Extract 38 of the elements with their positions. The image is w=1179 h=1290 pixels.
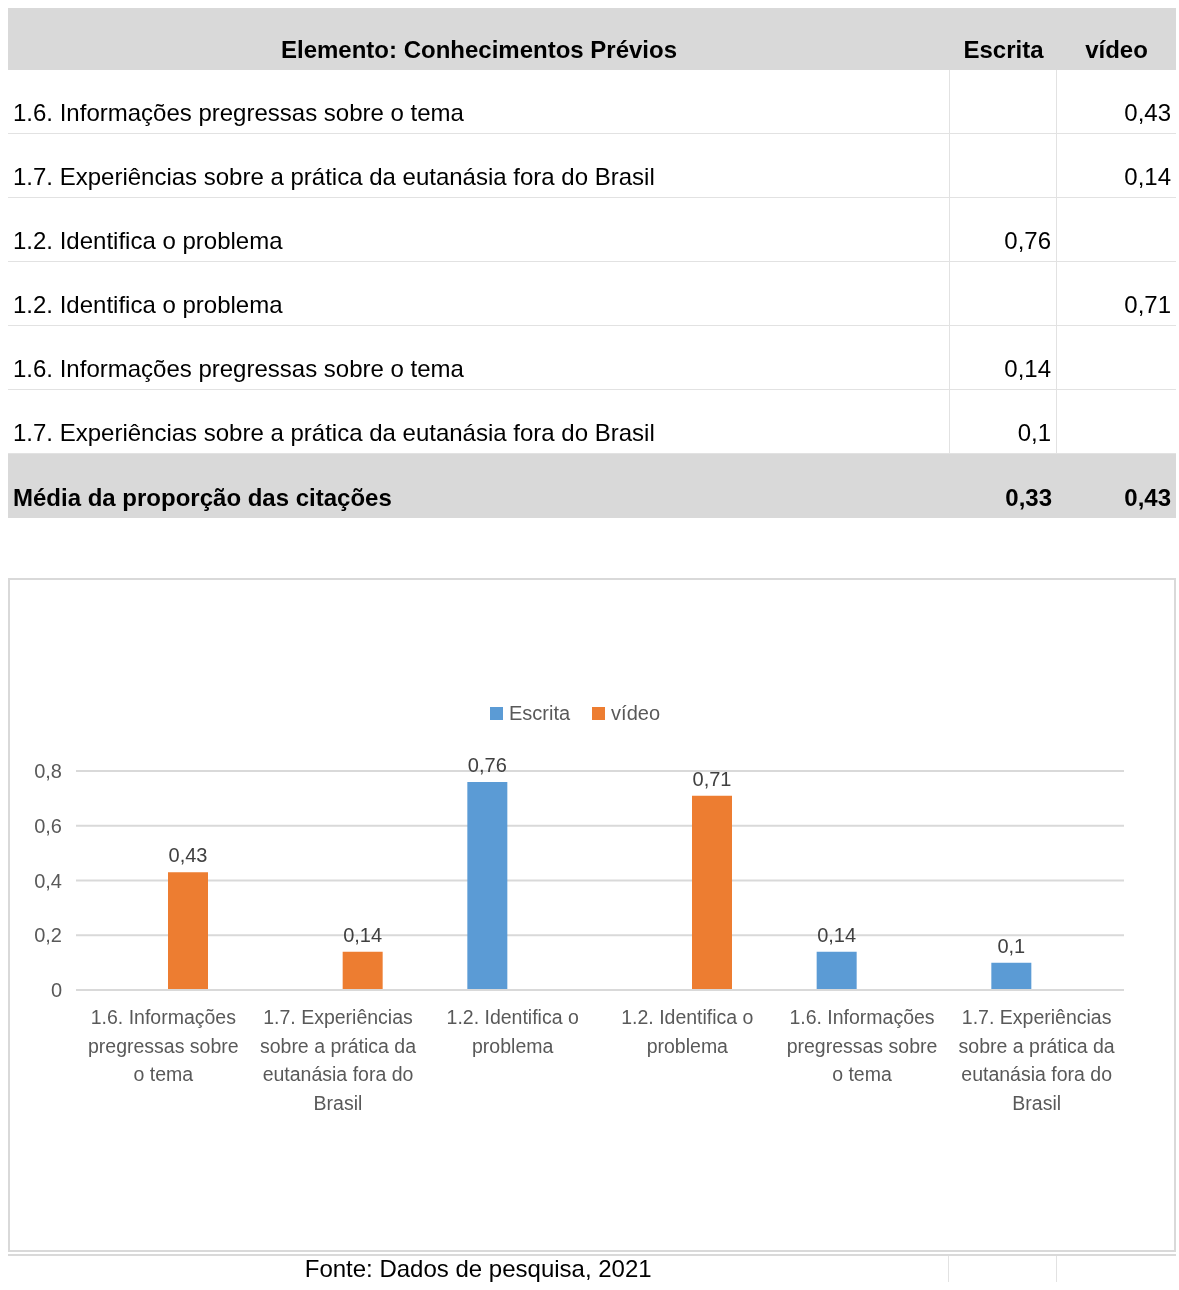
text: 0,71 (1124, 291, 1171, 318)
category-label: 1.6. Informações pregressas sobre o tema (13, 355, 464, 382)
x-tick-label: 1.2. Identifica o problema (621, 1006, 754, 1057)
x-tick-label: 1.6. Informações pregressas sobre o tema (786, 1006, 938, 1085)
x-tick-label: 1.7. Experiências sobre a prática da eutanásia fora do Brasil (259, 1006, 417, 1114)
source-note: Fonte: Dados de pesquisa, 2021 (8, 1255, 950, 1282)
text: 0,14 (1004, 355, 1051, 382)
y-tick-label: 0 (50, 979, 62, 1002)
category-label: 1.7. Experiências sobre a prática da eutanásia fora do Brasil (13, 163, 655, 190)
legend-label: vídeo (611, 702, 661, 725)
y-tick-label: 0,4 (34, 869, 62, 892)
y-tick-label: 0,2 (34, 924, 62, 947)
y-tick-label: 0,6 (34, 814, 62, 837)
text: 0,14 (1124, 163, 1171, 190)
text: 0,43 (1124, 99, 1171, 126)
text: Média da proporção das citações (12, 483, 393, 513)
category-label: 1.2. Identifica o problema (13, 291, 283, 318)
data-label: 0,14 (817, 923, 857, 946)
data-label: 0,76 (467, 753, 507, 776)
text: vídeo (1085, 36, 1148, 63)
x-tick-label: 1.7. Experiências sobre a prática da eutanásia fora do Brasil (958, 1006, 1115, 1114)
x-tick-label: 1.2. Identifica o problema (446, 1006, 579, 1057)
data-label: 0,14 (343, 923, 383, 946)
x-tick-label: 1.6. Informações pregressas sobre o tema (88, 1006, 239, 1085)
legend-label: Escrita (508, 702, 571, 725)
text: 0,1 (1017, 419, 1051, 446)
data-label: 0,43 (168, 844, 208, 867)
category-label: 1.6. Informações pregressas sobre o tema (13, 99, 464, 126)
chart-title: Elemento: Conhecimentos Prévios (279, 35, 679, 65)
text: Escrita (963, 36, 1044, 63)
text: 0,43 (1123, 483, 1172, 513)
data-label: 0,71 (692, 767, 732, 790)
category-label: 1.2. Identifica o problema (13, 227, 283, 254)
text: 0,33 (1004, 483, 1053, 513)
category-label: 1.7. Experiências sobre a prática da eutanásia fora do Brasil (13, 419, 655, 446)
data-label: 0,1 (997, 934, 1026, 957)
y-tick-label: 0,8 (34, 760, 62, 783)
text: 0,76 (1004, 227, 1051, 254)
